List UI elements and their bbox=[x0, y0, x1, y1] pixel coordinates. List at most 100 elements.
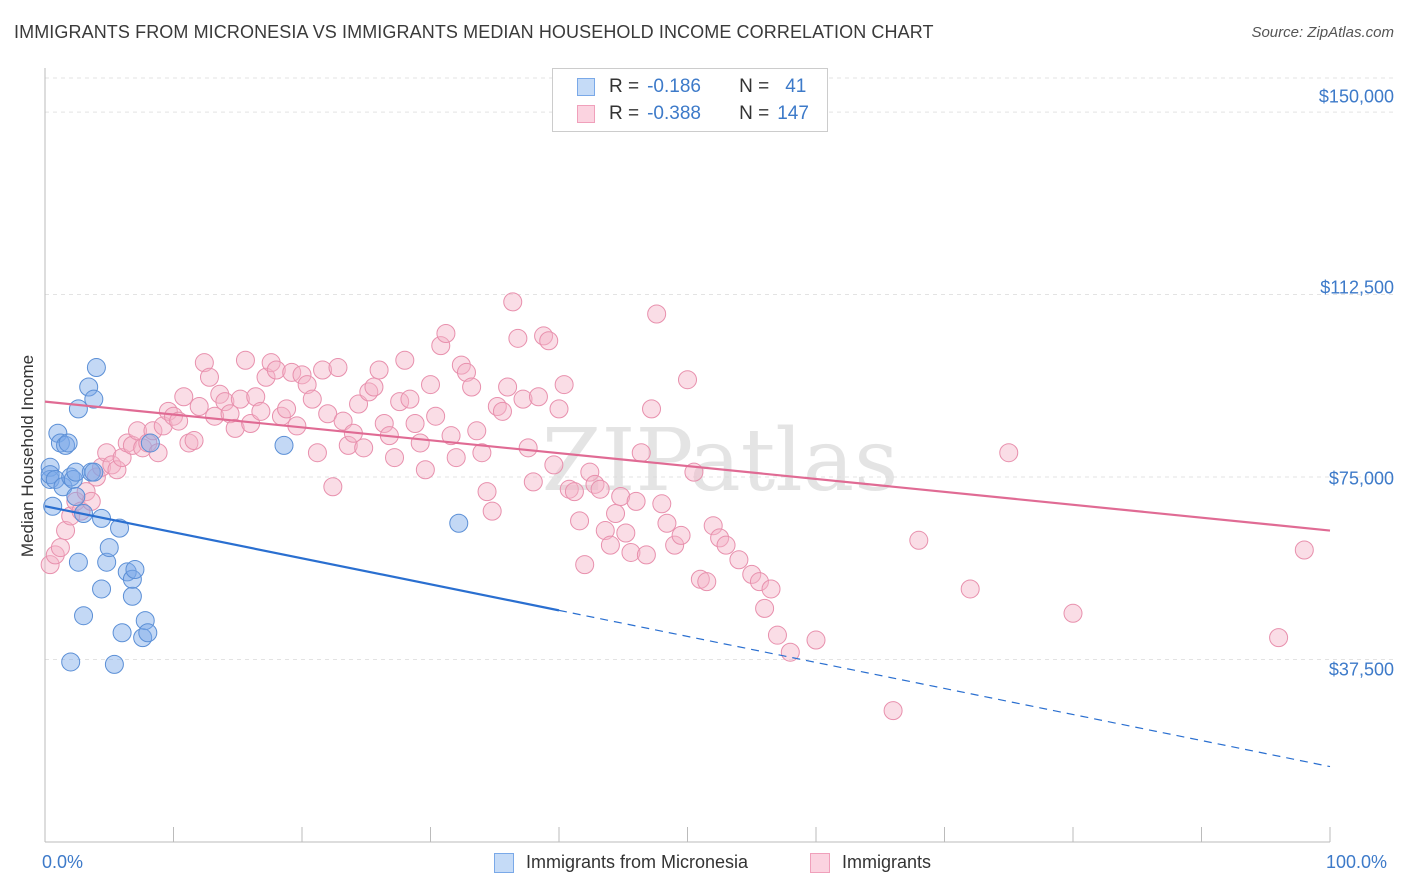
data-point bbox=[518, 438, 538, 458]
watermark: ZIPatlas bbox=[542, 411, 898, 511]
data-point bbox=[215, 392, 235, 412]
stats-row-immigrants: R = -0.388 N = 147 bbox=[577, 102, 809, 126]
data-point bbox=[81, 491, 101, 511]
data-point bbox=[626, 491, 646, 511]
data-point bbox=[364, 377, 384, 397]
data-point bbox=[56, 521, 76, 541]
data-point bbox=[600, 535, 620, 555]
data-point bbox=[140, 433, 160, 453]
data-point bbox=[369, 360, 389, 380]
data-point bbox=[246, 387, 266, 407]
data-point bbox=[606, 504, 626, 524]
data-point bbox=[68, 399, 88, 419]
data-point bbox=[61, 652, 81, 672]
data-point bbox=[1063, 603, 1083, 623]
data-point bbox=[184, 431, 204, 451]
data-point bbox=[761, 579, 781, 599]
legend-item-micronesia: Immigrants from Micronesia bbox=[494, 852, 748, 873]
data-point bbox=[128, 421, 148, 441]
data-point bbox=[621, 542, 641, 562]
data-point bbox=[354, 438, 374, 458]
data-point bbox=[999, 443, 1019, 463]
data-point bbox=[405, 414, 425, 434]
n-value: 147 bbox=[777, 103, 809, 124]
data-point bbox=[297, 375, 317, 395]
data-point bbox=[333, 411, 353, 431]
axes bbox=[44, 68, 1331, 843]
trend-lines bbox=[44, 400, 1331, 768]
data-point bbox=[652, 494, 672, 514]
data-point bbox=[225, 418, 245, 438]
data-point bbox=[449, 513, 469, 533]
data-point bbox=[1294, 540, 1314, 560]
data-point bbox=[909, 530, 929, 550]
legend-label-micronesia: Immigrants from Micronesia bbox=[526, 852, 749, 872]
data-point bbox=[274, 435, 294, 455]
legend-label-immigrants: Immigrants bbox=[842, 852, 932, 872]
data-point bbox=[189, 396, 209, 416]
stats-row-micronesia: R = -0.186 N = 41 bbox=[577, 75, 806, 99]
legend-swatch-micronesia bbox=[494, 852, 514, 873]
data-point bbox=[806, 630, 826, 650]
data-point bbox=[50, 433, 70, 453]
data-point bbox=[575, 555, 595, 575]
data-point bbox=[194, 353, 214, 373]
data-point bbox=[148, 443, 168, 463]
trend-line bbox=[44, 400, 1331, 532]
data-point bbox=[50, 538, 70, 558]
swatch-micronesia bbox=[577, 78, 595, 96]
data-point bbox=[235, 350, 255, 370]
data-point bbox=[611, 486, 631, 506]
data-point bbox=[431, 336, 451, 356]
y-tick-label: $75,000 bbox=[1328, 468, 1394, 489]
trend-line-dashed bbox=[558, 609, 1331, 768]
data-point bbox=[883, 701, 903, 721]
data-point bbox=[53, 477, 73, 497]
data-point bbox=[199, 367, 219, 387]
data-point bbox=[112, 623, 132, 643]
data-point bbox=[508, 328, 528, 348]
data-point bbox=[143, 421, 163, 441]
data-point bbox=[338, 435, 358, 455]
data-point bbox=[671, 525, 691, 545]
r-label: R = bbox=[609, 103, 640, 124]
data-point bbox=[97, 443, 117, 463]
data-point bbox=[697, 572, 717, 592]
data-point bbox=[84, 462, 104, 482]
legend-item-immigrants: Immigrants bbox=[810, 852, 931, 873]
x-tick-label: 0.0% bbox=[42, 852, 84, 872]
data-point bbox=[58, 433, 78, 453]
n-label: N = bbox=[739, 76, 770, 97]
data-point bbox=[456, 362, 476, 382]
data-point bbox=[125, 559, 145, 579]
data-point bbox=[395, 350, 415, 370]
data-point bbox=[292, 365, 312, 385]
data-point bbox=[318, 404, 338, 424]
n-value: 41 bbox=[785, 76, 807, 97]
data-point bbox=[117, 433, 137, 453]
data-point bbox=[277, 399, 297, 419]
stats-legend: R = -0.186 N = 41 R = -0.388 N = 147 bbox=[552, 68, 828, 132]
data-point bbox=[107, 460, 127, 480]
data-point bbox=[590, 479, 610, 499]
data-point bbox=[122, 586, 142, 606]
r-value: -0.388 bbox=[647, 103, 701, 124]
data-point bbox=[230, 389, 250, 409]
data-point bbox=[636, 545, 656, 565]
data-point bbox=[564, 482, 584, 502]
data-point bbox=[703, 516, 723, 536]
data-point bbox=[74, 606, 94, 626]
y-tick-label: $112,500 bbox=[1320, 277, 1394, 298]
data-point bbox=[580, 462, 600, 482]
data-point bbox=[415, 460, 435, 480]
data-point bbox=[99, 538, 119, 558]
data-point bbox=[472, 443, 492, 463]
data-point bbox=[307, 443, 327, 463]
data-point bbox=[40, 555, 60, 575]
data-point bbox=[110, 518, 130, 538]
legend-swatch-immigrants bbox=[810, 852, 830, 873]
data-point bbox=[86, 358, 106, 378]
data-point bbox=[657, 513, 677, 533]
data-point bbox=[482, 501, 502, 521]
